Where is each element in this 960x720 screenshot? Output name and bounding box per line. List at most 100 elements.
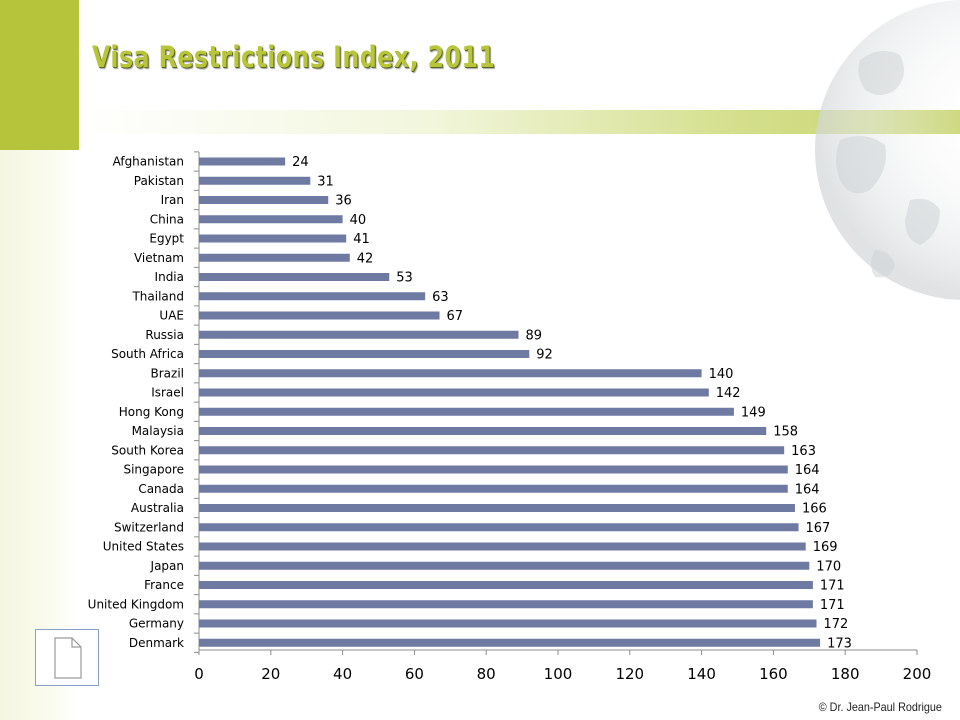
data-label: 166: [802, 502, 827, 517]
bar: [199, 388, 709, 397]
document-icon: [54, 637, 82, 679]
bar: [199, 561, 810, 570]
data-label: 63: [432, 290, 449, 305]
bar: [199, 581, 813, 589]
data-label: 41: [353, 232, 370, 247]
x-tick-label: 40: [333, 665, 352, 683]
accent-strip: [0, 150, 79, 720]
data-label: 67: [447, 309, 464, 324]
x-tick-label: 160: [759, 665, 788, 683]
data-label: 40: [350, 213, 367, 228]
x-tick-label: 100: [544, 665, 573, 683]
data-label: 142: [716, 386, 741, 401]
data-label: 169: [813, 540, 838, 555]
category-label: Denmark: [129, 636, 184, 650]
category-label: Malaysia: [132, 424, 184, 438]
category-label: Australia: [131, 501, 184, 515]
document-icon-button[interactable]: [35, 629, 99, 686]
category-label: UAE: [159, 309, 184, 323]
category-label: Hong Kong: [119, 405, 184, 419]
bar: [199, 215, 343, 224]
data-label: 170: [816, 559, 841, 574]
data-label: 171: [820, 598, 845, 613]
copyright-credit: © Dr. Jean-Paul Rodrigue: [818, 700, 942, 714]
page-title: Visa Restrictions Index, 2011: [92, 40, 496, 74]
data-label: 149: [741, 405, 766, 420]
data-label: 89: [526, 328, 543, 343]
category-label: Singapore: [123, 463, 184, 477]
bar: [199, 311, 440, 320]
category-label: United States: [103, 540, 184, 554]
data-label: 172: [823, 617, 848, 632]
bar: [199, 292, 426, 301]
bar: [199, 253, 350, 262]
category-label: South Korea: [111, 443, 184, 457]
globe-icon: [815, 0, 960, 300]
bar: [199, 638, 821, 647]
category-label: Egypt: [149, 232, 184, 246]
category-label: Japan: [150, 559, 184, 573]
bar: [199, 427, 767, 435]
chart-bars: [199, 157, 821, 647]
category-label: Brazil: [151, 366, 185, 380]
data-label: 42: [357, 251, 374, 266]
bar: [199, 465, 788, 474]
x-tick-label: 60: [405, 665, 424, 683]
bar: [199, 407, 734, 416]
bar: [199, 234, 347, 243]
category-label: United Kingdom: [88, 597, 184, 611]
data-label: 140: [709, 367, 734, 382]
bar: [199, 523, 799, 532]
category-label: Pakistan: [134, 174, 184, 188]
accent-block: [0, 0, 79, 150]
bar: [199, 157, 286, 166]
bar: [199, 350, 530, 358]
x-tick-label: 20: [261, 665, 280, 683]
data-label: 53: [396, 271, 413, 286]
bar: [199, 369, 702, 378]
category-label: France: [144, 578, 184, 592]
chart-labels: Afghanistan 24 Pakistan 31 Iran 36 China 40 Egyp…: [88, 155, 852, 652]
bar: [199, 619, 817, 628]
data-label: 167: [806, 521, 831, 536]
bar: [199, 600, 813, 609]
bar: [199, 196, 329, 204]
data-label: 164: [795, 482, 820, 497]
category-label: Germany: [129, 617, 184, 631]
x-tick-label: 200: [903, 665, 932, 683]
bar: [199, 542, 806, 551]
category-label: India: [155, 270, 184, 284]
data-label: 164: [795, 463, 820, 478]
x-tick-label: 80: [477, 665, 496, 683]
x-tick-label: 0: [194, 665, 204, 683]
data-label: 171: [820, 579, 845, 594]
x-tick-label: 120: [615, 665, 644, 683]
data-label: 92: [536, 348, 553, 363]
x-tick-label: 180: [831, 665, 860, 683]
data-label: 158: [773, 425, 798, 440]
category-label: Russia: [145, 328, 184, 342]
category-label: Canada: [138, 482, 184, 496]
data-label: 24: [292, 155, 309, 170]
category-label: South Africa: [111, 347, 184, 361]
bar: [199, 504, 795, 512]
category-label: Iran: [161, 193, 184, 207]
chart-axes: 0 20 40 60 80 100 120 140 160 180 200: [194, 151, 932, 683]
bar: [199, 330, 519, 339]
category-label: Vietnam: [134, 251, 184, 265]
bar: [199, 176, 311, 185]
header-banner: [79, 110, 960, 134]
bar: [199, 273, 390, 281]
bar: [199, 484, 788, 493]
category-label: Afghanistan: [113, 155, 184, 169]
category-label: Switzerland: [114, 520, 184, 534]
bar: [199, 446, 785, 455]
x-tick-label: 140: [687, 665, 716, 683]
data-label: 31: [317, 174, 334, 189]
category-label: Israel: [151, 386, 184, 400]
category-label: Thailand: [131, 289, 184, 303]
data-label: 173: [827, 636, 852, 651]
data-label: 36: [335, 194, 352, 209]
